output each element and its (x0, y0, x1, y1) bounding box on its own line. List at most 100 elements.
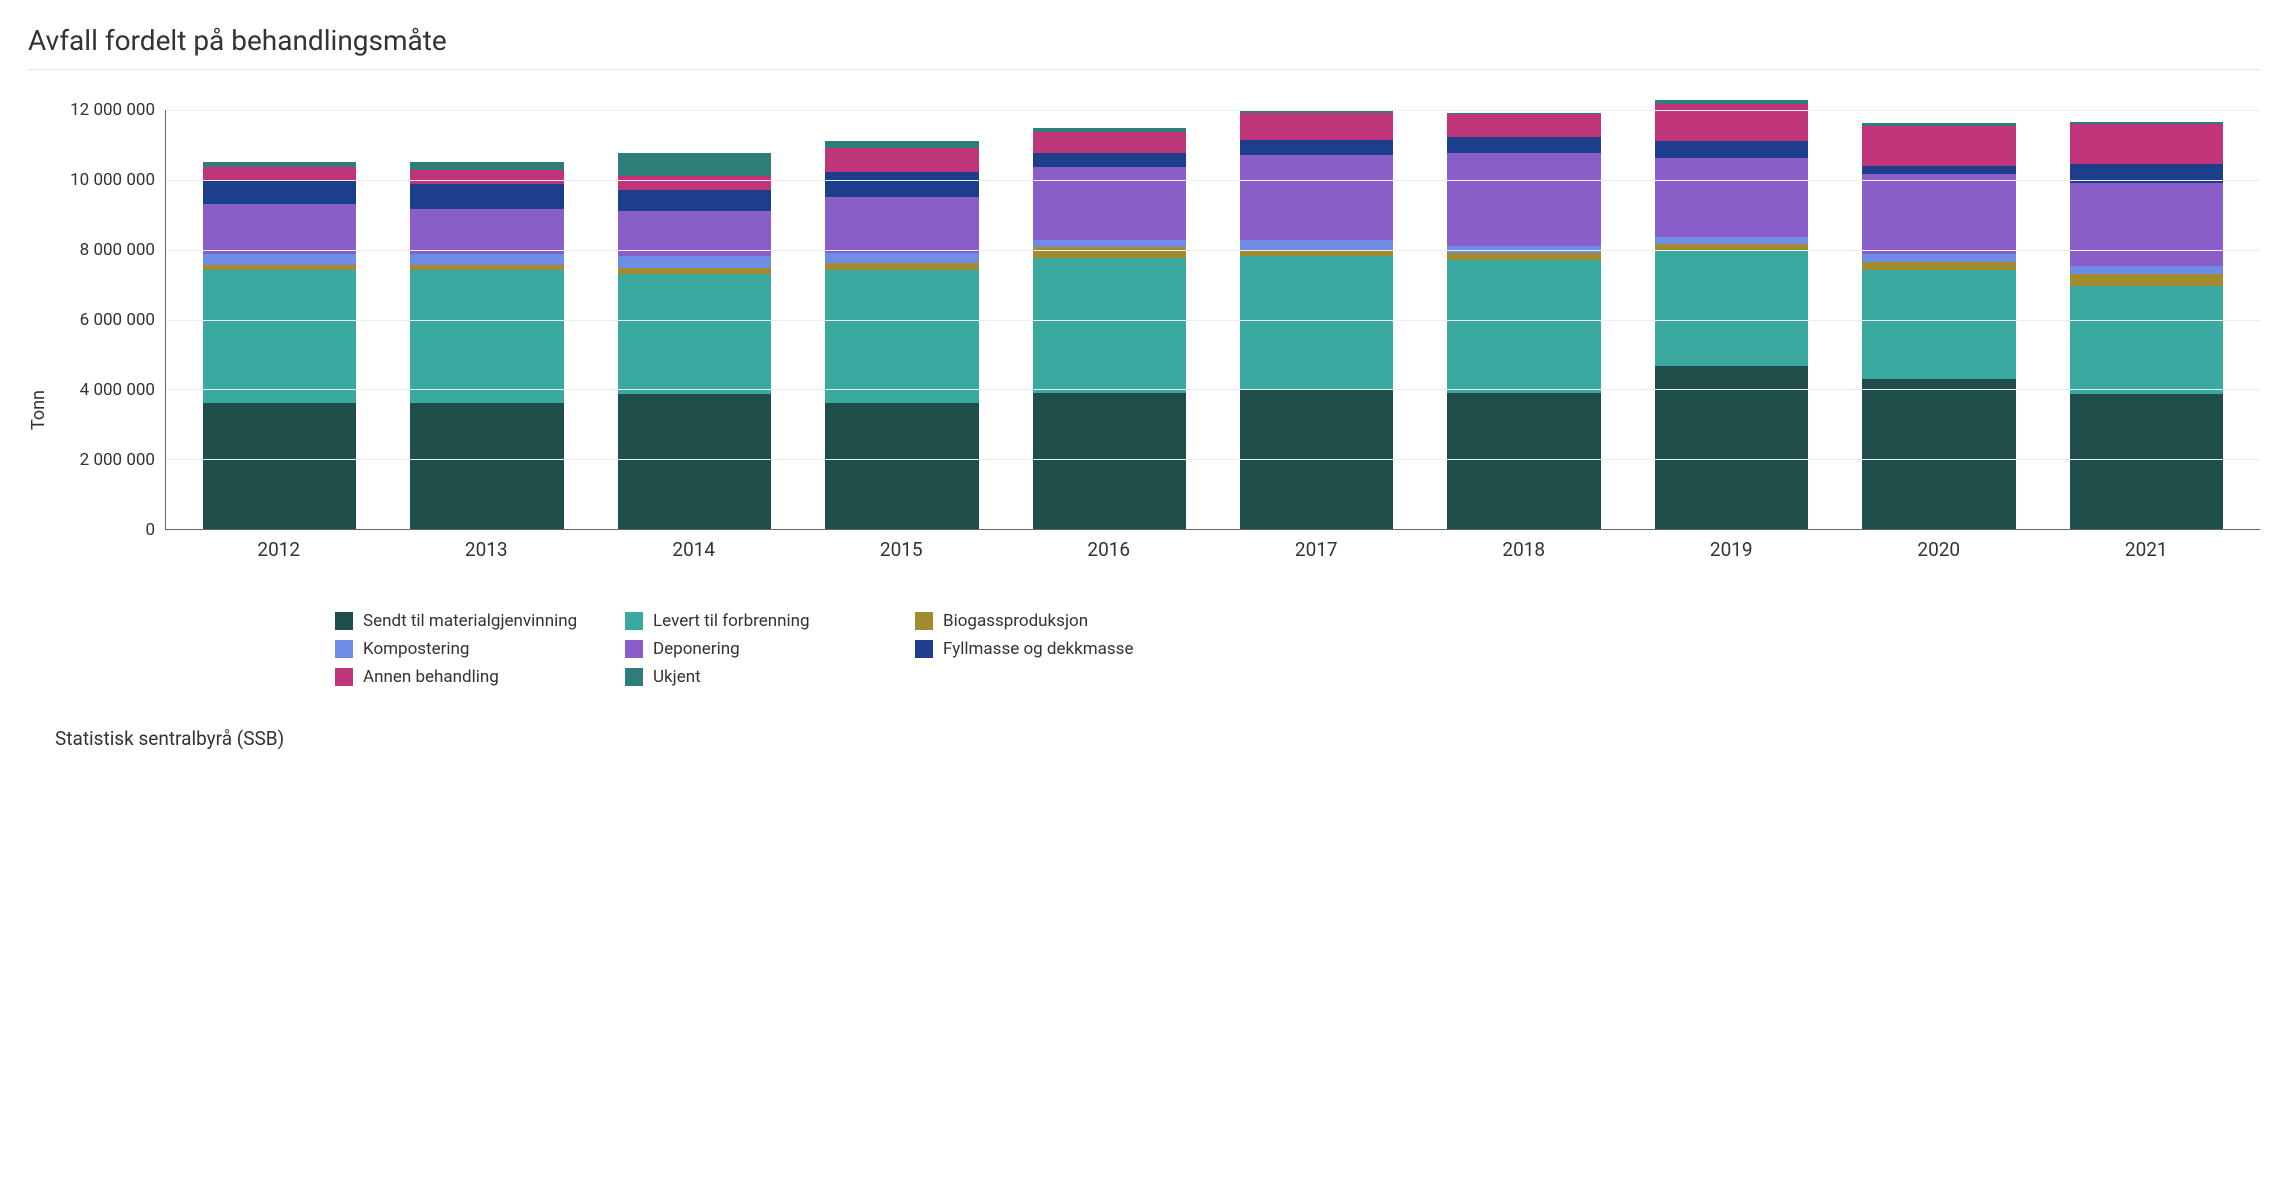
stacked-bar (1655, 100, 1808, 529)
legend-item: Deponering (625, 639, 875, 659)
x-tick: 2012 (175, 530, 383, 561)
bar-segment (618, 274, 771, 395)
stacked-bar (1033, 128, 1186, 529)
bar-segment (203, 167, 356, 181)
gridline (166, 320, 2260, 321)
x-axis: 2012201320142015201620172018201920202021 (55, 530, 2260, 561)
bar-segment (203, 254, 356, 265)
legend-swatch (625, 668, 643, 686)
bar-segment (1655, 251, 1808, 367)
bar-column (1835, 123, 2042, 529)
x-tick: 2020 (1835, 530, 2043, 561)
stacked-bar (203, 162, 356, 530)
legend-swatch (915, 612, 933, 630)
bar-segment (825, 148, 978, 173)
bar-segment (2070, 394, 2223, 529)
bar-segment (1655, 141, 1808, 159)
x-tick: 2021 (2043, 530, 2251, 561)
bar-segment (2070, 183, 2223, 265)
x-tick: 2016 (1005, 530, 1213, 561)
bar-segment (203, 403, 356, 529)
bar-column (176, 162, 383, 530)
bar-segment (2070, 266, 2223, 274)
bar-segment (203, 181, 356, 204)
bar-segment (1240, 155, 1393, 241)
bar-segment (1655, 366, 1808, 529)
bar-column (1628, 100, 1835, 529)
bar-segment (1862, 254, 2015, 262)
bar-segment (825, 172, 978, 197)
bar-column (383, 162, 590, 530)
bar-segment (1033, 132, 1186, 153)
bar-segment (1033, 153, 1186, 167)
bar-segment (618, 256, 771, 268)
x-tick: 2018 (1420, 530, 1628, 561)
bar-segment (825, 253, 978, 264)
bar-segment (410, 254, 563, 265)
x-tick: 2013 (383, 530, 591, 561)
bar-segment (825, 197, 978, 253)
bar-segment (1655, 237, 1808, 244)
bar-segment (1240, 256, 1393, 389)
title-divider (28, 69, 2260, 70)
chart-legend: Sendt til materialgjenvinning Levert til … (55, 611, 1435, 687)
bar-column (798, 141, 1005, 530)
y-axis-label: Tonn (28, 390, 49, 430)
gridline (166, 250, 2260, 251)
bar-segment (203, 204, 356, 255)
bar-segment (1655, 158, 1808, 237)
bar-segment (825, 263, 978, 270)
legend-label: Sendt til materialgjenvinning (363, 611, 577, 631)
bar-segment (203, 270, 356, 403)
chart-container: Tonn 12 000 00010 000 0008 000 0006 000 … (28, 110, 2260, 750)
bar-segment (1862, 262, 2015, 270)
legend-label: Ukjent (653, 667, 701, 687)
bar-column (1420, 113, 1627, 530)
x-tick: 2015 (798, 530, 1006, 561)
bar-column (2043, 122, 2250, 529)
legend-swatch (625, 640, 643, 658)
legend-swatch (335, 640, 353, 658)
chart-title: Avfall fordelt på behandlingsmåte (28, 24, 2260, 57)
legend-swatch (625, 612, 643, 630)
bar-column (1006, 128, 1213, 529)
legend-label: Deponering (653, 639, 740, 659)
bar-segment (2070, 124, 2223, 164)
legend-item: Fyllmasse og dekkmasse (915, 639, 1165, 659)
bar-segment (1447, 260, 1600, 393)
legend-item: Levert til forbrenning (625, 611, 875, 631)
bar-segment (410, 270, 563, 403)
bar-segment (2070, 274, 2223, 286)
bar-segment (825, 403, 978, 529)
legend-item: Sendt til materialgjenvinning (335, 611, 585, 631)
legend-swatch (335, 668, 353, 686)
legend-item: Annen behandling (335, 667, 585, 687)
legend-label: Levert til forbrenning (653, 611, 810, 631)
bar-segment (825, 270, 978, 403)
bar-segment (1033, 258, 1186, 393)
bar-segment (410, 403, 563, 529)
bar-segment (1862, 126, 2015, 166)
bar-segment (1447, 114, 1600, 137)
bar-segment (410, 209, 563, 255)
stacked-bar (2070, 122, 2223, 529)
gridline (166, 389, 2260, 390)
bar-segment (410, 184, 563, 209)
bar-segment (1862, 174, 2015, 255)
legend-swatch (915, 640, 933, 658)
bar-segment (1033, 393, 1186, 530)
legend-item: Ukjent (625, 667, 875, 687)
bar-segment (1862, 379, 2015, 530)
x-tick: 2019 (1628, 530, 1836, 561)
legend-swatch (335, 612, 353, 630)
stacked-bar (410, 162, 563, 530)
bar-segment (618, 153, 771, 176)
legend-label: Biogassproduksjon (943, 611, 1088, 631)
stacked-bar (618, 153, 771, 529)
bar-segment (1862, 270, 2015, 379)
bar-segment (2070, 286, 2223, 395)
bar-segment (618, 394, 771, 529)
gridline (166, 180, 2260, 181)
bar-segment (410, 162, 563, 171)
chart-source: Statistisk sentralbyrå (SSB) (55, 727, 2260, 750)
